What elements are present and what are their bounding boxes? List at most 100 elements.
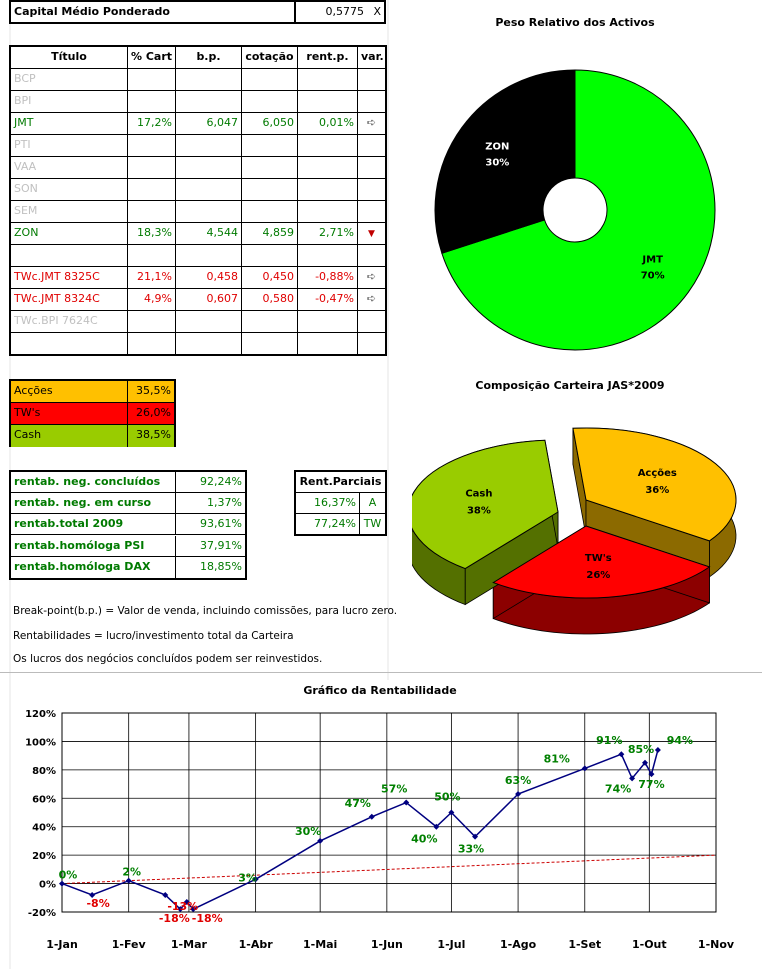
table-cell-bp: [175, 179, 241, 201]
rentabilidade-point: [177, 906, 184, 913]
rentab-label: rentab.homóloga DAX: [14, 559, 151, 573]
data-label: -18%: [159, 912, 190, 925]
table-cell-cart: 17,2%: [127, 113, 175, 135]
table-cell-bp: 0,458: [175, 267, 241, 289]
table-row-title[interactable]: TWc.JMT 8324C: [11, 289, 127, 311]
donut-percent: 70%: [641, 270, 665, 281]
y-tick-label: 80%: [32, 766, 56, 777]
table-cell-bp: [175, 157, 241, 179]
table-row-title[interactable]: TWc.JMT 8325C: [11, 267, 127, 289]
table-cell-rent: [297, 69, 357, 91]
header-value[interactable]: 0,5775 X: [294, 0, 386, 24]
table-cell-var: [357, 333, 385, 355]
rentab-label: rentab. neg. em curso: [11, 493, 175, 515]
table-row-title[interactable]: VAA: [11, 157, 127, 179]
table-cell-bp: [175, 91, 241, 113]
rentabilidade-point: [648, 771, 655, 778]
table-cell-rent: [297, 91, 357, 113]
table-cell-var: [357, 91, 385, 113]
y-tick-label: 40%: [32, 823, 56, 834]
table-cell-cot: 0,580: [241, 289, 297, 311]
rent-parciais-header: Rent.Parciais: [296, 472, 385, 493]
data-label: -18%: [192, 912, 223, 925]
rentabilidade-point: [403, 799, 410, 806]
table-cell-rent: [297, 245, 357, 267]
table-row-title[interactable]: SEM: [11, 201, 127, 223]
composition-value: 38,5%: [127, 425, 174, 447]
rent-parciais-value: 77,24%: [314, 517, 356, 530]
line-chart-title: Gráfico da Rentabilidade: [303, 684, 457, 697]
table-row-title[interactable]: SON: [11, 179, 127, 201]
table-row-title[interactable]: PTI: [11, 135, 127, 157]
pie3d-percent: 38%: [467, 506, 491, 517]
line-chart[interactable]: -20%0%20%40%60%80%100%120%1-Jan 1-Fev 1-Ma…: [0, 700, 762, 965]
pie3d-slice-tws[interactable]: [492, 525, 711, 599]
table-row-title[interactable]: [11, 333, 127, 355]
rentab-value: 37,91%: [175, 535, 245, 557]
rentabilidade-point: [89, 891, 96, 898]
column-header-5: rent.p.: [297, 47, 357, 69]
donut-slice-jmt[interactable]: [441, 69, 716, 351]
donut-slice-zon[interactable]: [434, 69, 576, 254]
table-cell-cart: 4,9%: [127, 289, 175, 311]
pie3d-label: TW's: [585, 553, 612, 564]
rentabilidade-point: [581, 765, 588, 772]
x-tick-label: 1-Out: [632, 938, 667, 951]
table-cell-cot: [241, 179, 297, 201]
table-cell-var: [357, 311, 385, 333]
table-cell-var: ➪: [357, 113, 385, 135]
table-row-title[interactable]: BCP: [11, 69, 127, 91]
table-row-title[interactable]: JMT: [11, 113, 127, 135]
x-tick-label: 1-Fev: [112, 938, 147, 951]
pie3d-slice-cash[interactable]: [412, 439, 559, 570]
table-cell-rent: [297, 201, 357, 223]
table-cell-bp: [175, 135, 241, 157]
data-label: 63%: [505, 774, 531, 787]
column-header-2: % Cart: [127, 47, 175, 69]
pie3d-percent: 36%: [645, 485, 669, 496]
y-tick-label: 120%: [25, 709, 56, 720]
data-label: 3%: [238, 871, 257, 884]
rent-parciais-code: TW: [359, 514, 385, 535]
table-cell-rent: -0,47%: [297, 289, 357, 311]
table-row-title[interactable]: BPI: [11, 91, 127, 113]
pie3d-chart-title: Composição Carteira JAS*2009: [475, 379, 665, 392]
x-tick-label: 1-Mar: [171, 938, 208, 951]
table-cell-cot: 6,050: [241, 113, 297, 135]
note-breakpoint: Break-point(b.p.) = Valor de venda, incl…: [13, 605, 398, 617]
rentab-table: rentab. neg. concluídos 92,24% rentab. neg…: [9, 470, 247, 580]
table-row-title[interactable]: TWc.BPI 7624C: [11, 311, 127, 333]
rentab-value: 1,37%: [175, 493, 245, 515]
donut-chart-title: Peso Relativo dos Activos: [495, 16, 655, 29]
rentabilidade-point: [448, 809, 455, 816]
x-tick-label: 1-Set: [568, 938, 601, 951]
table-cell-cot: 0,450: [241, 267, 297, 289]
pie3d-label: Acções: [638, 468, 677, 479]
composition-label: Acções: [11, 381, 127, 403]
column-header-3: b.p.: [175, 47, 241, 69]
table-cell-cart: [127, 245, 175, 267]
table-cell-rent: [297, 157, 357, 179]
rentabilidade-point: [515, 791, 522, 798]
table-cell-var: ➪: [357, 267, 385, 289]
rentabilidade-point: [368, 813, 375, 820]
table-cell-cot: [241, 201, 297, 223]
rentabilidade-point: [317, 837, 324, 844]
data-label: -13%: [167, 900, 198, 913]
table-cell-cart: 21,1%: [127, 267, 175, 289]
table-cell-bp: 6,047: [175, 113, 241, 135]
pie3d-slice-aces[interactable]: [572, 427, 737, 542]
rentabilidade-point: [618, 751, 625, 758]
data-label: 50%: [434, 791, 460, 804]
column-header-6: var.: [357, 47, 385, 69]
down-arrow-icon: ▼: [368, 229, 375, 239]
data-label: -8%: [86, 897, 109, 910]
table-cell-var: [357, 69, 385, 91]
note-rentabilidades: Rentabilidades = lucro/investimento tota…: [13, 630, 294, 642]
table-cell-bp: [175, 311, 241, 333]
pie3d-chart[interactable]: Acções 36% TW's 26% Cash 38%: [412, 420, 752, 640]
table-row-title[interactable]: ZON: [11, 223, 127, 245]
table-row-title[interactable]: [11, 245, 127, 267]
rent-parciais-value: 16,37%: [296, 493, 359, 514]
donut-chart[interactable]: JMT 70% ZON 30%: [420, 30, 740, 360]
